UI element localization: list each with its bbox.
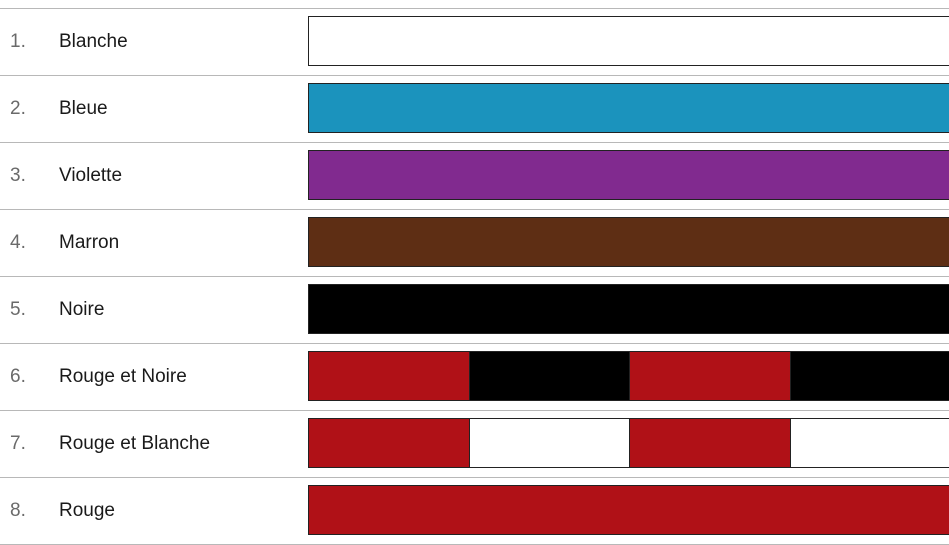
swatch-segment xyxy=(309,419,469,467)
swatch-segment xyxy=(469,352,630,400)
belt-number: 3. xyxy=(10,142,26,209)
belt-label: Rouge et Noire xyxy=(59,343,187,410)
belt-row: 3. Violette xyxy=(0,142,949,209)
belt-label: Bleue xyxy=(59,75,108,142)
swatch-segment xyxy=(629,419,790,467)
belt-number: 7. xyxy=(10,410,26,477)
belt-row: 8. Rouge xyxy=(0,477,949,544)
swatch-segment xyxy=(309,352,469,400)
belt-number: 1. xyxy=(10,8,26,75)
belt-number: 6. xyxy=(10,343,26,410)
swatch-segment xyxy=(309,151,949,199)
swatch-segment xyxy=(469,419,630,467)
swatch-segment xyxy=(309,218,949,266)
belt-color-swatch xyxy=(308,83,949,133)
belt-row: 4. Marron xyxy=(0,209,949,276)
belt-row: 6. Rouge et Noire xyxy=(0,343,949,410)
belt-color-swatch xyxy=(308,150,949,200)
belt-number: 4. xyxy=(10,209,26,276)
belt-color-swatch xyxy=(308,284,949,334)
belt-color-swatch xyxy=(308,485,949,535)
belt-color-swatch xyxy=(308,418,949,468)
belt-label: Blanche xyxy=(59,8,128,75)
belt-label: Rouge xyxy=(59,477,115,544)
swatch-segment xyxy=(309,486,949,534)
belt-number: 5. xyxy=(10,276,26,343)
belt-row: 5. Noire xyxy=(0,276,949,343)
belt-row: 7. Rouge et Blanche xyxy=(0,410,949,477)
belt-color-swatch xyxy=(308,217,949,267)
swatch-segment xyxy=(309,17,949,65)
belt-label: Noire xyxy=(59,276,104,343)
swatch-segment xyxy=(790,352,949,400)
belt-label: Rouge et Blanche xyxy=(59,410,210,477)
belt-row: 1. Blanche xyxy=(0,8,949,75)
belt-label: Marron xyxy=(59,209,119,276)
swatch-segment xyxy=(790,419,949,467)
belt-color-swatch xyxy=(308,16,949,66)
belt-number: 8. xyxy=(10,477,26,544)
swatch-segment xyxy=(309,84,949,132)
belt-number: 2. xyxy=(10,75,26,142)
belt-color-swatch xyxy=(308,351,949,401)
belt-label: Violette xyxy=(59,142,122,209)
swatch-segment xyxy=(629,352,790,400)
swatch-segment xyxy=(309,285,949,333)
belt-row: 2. Bleue xyxy=(0,75,949,142)
